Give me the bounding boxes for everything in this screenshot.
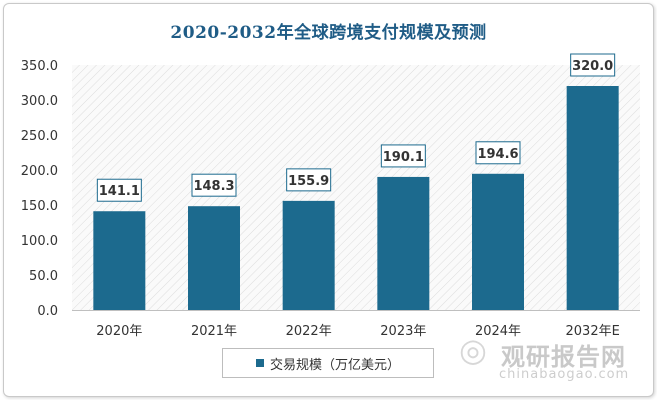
- data-label-box: [475, 141, 521, 165]
- y-axis: 0.0 50.0 100.0 150.0 200.0 250.0 300.0 350.0: [21, 59, 58, 319]
- data-label-box: [286, 168, 332, 192]
- data-label-box: [570, 53, 616, 77]
- x-axis: 2020年 2021年 2022年 2023年 2024年 2032年E: [96, 324, 620, 339]
- legend-swatch: [255, 359, 264, 367]
- legend: 交易规模（万亿美元）: [222, 348, 434, 378]
- y-tick-label: 250.0: [21, 129, 58, 144]
- swirl-logo-icon: ◎: [459, 331, 487, 369]
- y-tick-label: 0.0: [37, 304, 58, 319]
- bar: [282, 200, 335, 310]
- data-label: 320.0: [572, 59, 613, 74]
- data-label: 141.1: [99, 184, 140, 199]
- data-label: 194.6: [477, 147, 518, 162]
- x-tick-label: 2024年: [475, 324, 521, 339]
- bar: [93, 211, 146, 310]
- legend-label: 交易规模（万亿美元）: [269, 357, 400, 373]
- data-label-box: [380, 144, 426, 168]
- y-tick-label: 100.0: [21, 234, 58, 249]
- y-tick-label: 300.0: [21, 94, 58, 109]
- watermark-name: 观研报告网: [501, 343, 626, 371]
- data-label-box: [191, 173, 237, 197]
- data-label: 148.3: [193, 179, 234, 194]
- plot-background: [72, 65, 640, 310]
- x-tick-label: 2032年E: [566, 324, 620, 339]
- watermark-url: chinabaogao.com: [499, 367, 630, 382]
- chart-title: 2020-2032年全球跨境支付规模及预测: [170, 23, 487, 43]
- bar: [188, 206, 240, 310]
- data-label: 190.1: [383, 150, 424, 165]
- watermark: ◎ 观研报告网 chinabaogao.com: [455, 331, 645, 387]
- x-tick-label: 2023年: [380, 324, 426, 339]
- data-label-box: [96, 178, 142, 202]
- bar: [472, 173, 524, 310]
- x-tick-label: 2020年: [96, 324, 142, 339]
- x-tick-label: 2021年: [191, 324, 237, 339]
- bar: [566, 86, 619, 310]
- y-tick-label: 50.0: [29, 269, 58, 284]
- bars-layer: 141.1 148.3 155.9 190.1 194.6 320.0: [93, 53, 619, 310]
- x-tick-label: 2022年: [286, 324, 332, 339]
- y-tick-label: 350.0: [21, 59, 58, 74]
- data-label: 155.9: [288, 174, 329, 189]
- bar: [377, 176, 430, 310]
- y-tick-label: 150.0: [21, 199, 58, 214]
- y-tick-label: 200.0: [21, 164, 58, 179]
